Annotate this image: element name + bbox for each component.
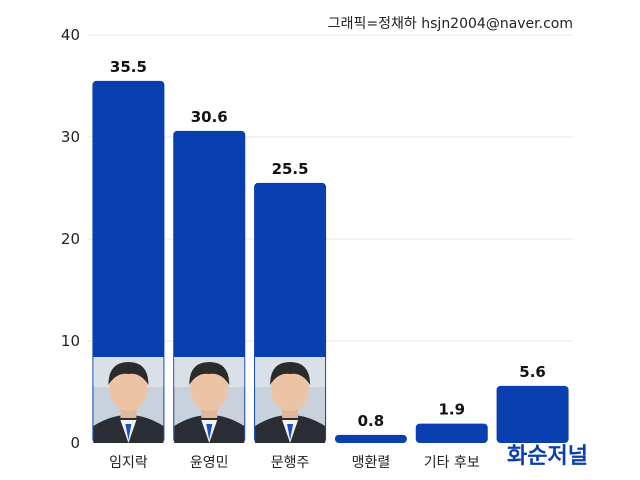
candidate-photos [93, 357, 326, 443]
data-label: 35.5 [110, 58, 147, 76]
data-label: 30.6 [191, 108, 228, 126]
x-tick-label: 문행주 [271, 455, 310, 471]
person-photo-icon [255, 357, 326, 443]
bar [334, 434, 407, 443]
data-label: 1.9 [438, 401, 465, 419]
data-labels: 35.5 30.6 25.5 0.8 1.9 5.6 [110, 58, 546, 430]
x-tick-label: 임지락 [109, 455, 148, 471]
person-photo-icon [174, 357, 245, 443]
y-tick-label: 10 [61, 332, 80, 350]
data-label: 25.5 [272, 160, 309, 178]
y-axis-ticks: 0 10 20 30 40 [61, 26, 80, 452]
bar [92, 80, 165, 444]
y-tick-label: 0 [70, 434, 80, 452]
y-tick-label: 40 [61, 26, 80, 44]
bar [496, 385, 569, 443]
graphic-credit: 그래픽=정채하 hsjn2004@naver.com [328, 16, 573, 32]
x-tick-label: 맹환렬 [352, 455, 391, 471]
person-photo-icon [93, 357, 164, 443]
data-label: 0.8 [358, 412, 385, 430]
y-tick-label: 30 [61, 128, 80, 146]
x-axis-ticks: 임지락 윤영민 문행주 맹환렬 기타 후보 [109, 455, 480, 471]
x-tick-label: 윤영민 [190, 455, 229, 471]
gridlines [88, 34, 573, 342]
x-tick-label: 기타 후보 [424, 455, 480, 471]
bar [415, 423, 488, 443]
y-tick-label: 20 [61, 230, 80, 248]
bars [92, 80, 569, 444]
watermark-logo: 화순저널 [507, 444, 588, 469]
data-label: 5.6 [519, 363, 546, 381]
